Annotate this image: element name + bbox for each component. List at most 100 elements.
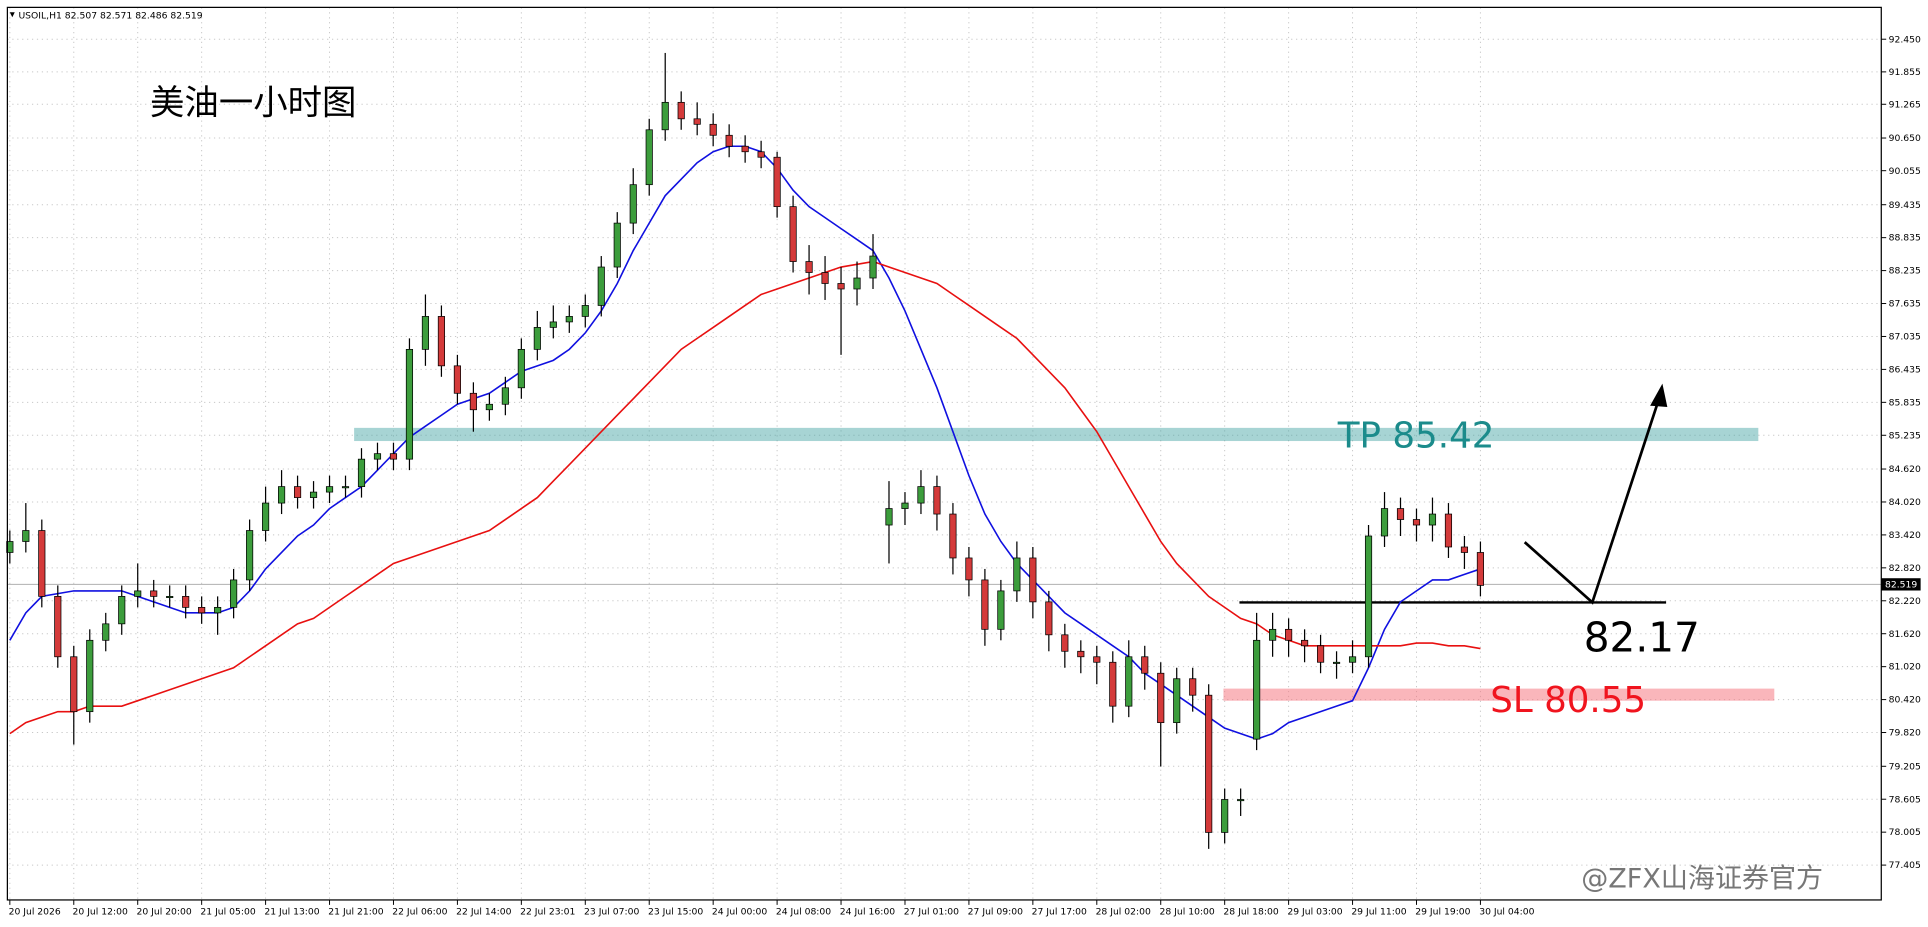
x-tick-label: 22 Jul 14:00 bbox=[456, 907, 511, 918]
x-tick-label: 20 Jul 12:00 bbox=[73, 907, 128, 918]
y-tick-label: 78.005 bbox=[1889, 827, 1921, 838]
candle-body bbox=[853, 277, 861, 290]
candle-body bbox=[1205, 694, 1213, 833]
x-tick-label: 28 Jul 18:00 bbox=[1223, 907, 1278, 918]
candle-body bbox=[293, 486, 302, 498]
y-tick-label: 87.635 bbox=[1889, 299, 1921, 310]
candle-body bbox=[1141, 656, 1149, 674]
x-tick-label: 23 Jul 07:00 bbox=[584, 907, 639, 918]
x-tick-label: 23 Jul 15:00 bbox=[648, 907, 703, 918]
candle-body bbox=[182, 596, 190, 608]
candle-body bbox=[278, 486, 286, 504]
candle-body bbox=[581, 305, 589, 317]
candle-body bbox=[421, 316, 430, 350]
axes: 92.450 91.855 91.265 90.650 90.055 89.435 88.8… bbox=[9, 34, 1921, 917]
candle-body bbox=[501, 387, 509, 405]
candle-body bbox=[533, 327, 541, 350]
candle-body bbox=[6, 541, 14, 553]
zones bbox=[7, 427, 1882, 701]
candle-body bbox=[1045, 601, 1053, 636]
header-arrow bbox=[9, 12, 15, 18]
candle-body bbox=[997, 590, 1005, 630]
y-tick-label: 88.235 bbox=[1889, 266, 1921, 277]
x-tick-label: 21 Jul 21:00 bbox=[328, 907, 383, 918]
candle-body bbox=[1396, 508, 1405, 520]
last-price-label: 82.519 bbox=[1885, 580, 1917, 591]
x-tick-label: 27 Jul 17:00 bbox=[1032, 907, 1087, 918]
candle-body bbox=[70, 656, 78, 713]
candle-body bbox=[1348, 656, 1357, 663]
candle-body bbox=[1173, 678, 1181, 724]
candle-body bbox=[565, 316, 573, 323]
candle-body bbox=[86, 639, 94, 713]
candle-body bbox=[325, 486, 334, 493]
candle-body bbox=[1333, 661, 1341, 664]
candle-body bbox=[677, 101, 685, 120]
candle-body bbox=[1093, 656, 1101, 663]
candle-body bbox=[965, 557, 973, 581]
plot-frame bbox=[6, 6, 1882, 901]
candle-body bbox=[773, 156, 781, 208]
candle-body bbox=[901, 502, 909, 509]
candle-body bbox=[166, 596, 174, 598]
candle-body bbox=[437, 316, 445, 367]
candle-body bbox=[118, 596, 126, 625]
y-tick-label: 78.605 bbox=[1889, 794, 1921, 805]
candle-body bbox=[485, 403, 493, 411]
x-tick-label: 22 Jul 23:01 bbox=[520, 907, 575, 918]
candle-body bbox=[645, 129, 653, 186]
candle-body bbox=[1221, 799, 1229, 833]
y-tick-label: 79.205 bbox=[1889, 761, 1921, 772]
candle-body bbox=[549, 321, 557, 328]
candle-body bbox=[917, 486, 925, 504]
candle-body bbox=[1412, 519, 1421, 526]
candle-body bbox=[1013, 557, 1021, 592]
candle-body bbox=[885, 508, 893, 526]
candle-body bbox=[1460, 546, 1469, 553]
candle-body bbox=[102, 623, 110, 641]
candle-body bbox=[1109, 661, 1117, 707]
y-tick-label: 81.020 bbox=[1889, 662, 1921, 673]
candle-body bbox=[309, 491, 318, 498]
sl-label: SL 80.55 bbox=[1490, 680, 1646, 721]
x-tick-label: 20 Jul 20:00 bbox=[136, 907, 191, 918]
x-tick-label: 20 Jul 2026 bbox=[9, 907, 61, 918]
candle-body bbox=[262, 502, 270, 531]
candle-body bbox=[134, 590, 142, 597]
candle-body bbox=[214, 606, 222, 614]
y-tick-label: 88.835 bbox=[1889, 233, 1921, 244]
y-tick-label: 80.420 bbox=[1889, 695, 1921, 706]
y-tick-label: 84.620 bbox=[1889, 464, 1921, 475]
x-tick-label: 29 Jul 03:00 bbox=[1287, 907, 1342, 918]
candle-body bbox=[1428, 513, 1437, 526]
y-tick-label: 85.235 bbox=[1889, 430, 1921, 441]
candle-body bbox=[1317, 645, 1325, 663]
candle-body bbox=[741, 145, 749, 153]
y-tick-label: 90.055 bbox=[1889, 166, 1921, 177]
x-tick-label: 24 Jul 08:00 bbox=[776, 907, 831, 918]
candle-body bbox=[629, 184, 637, 224]
candle-body bbox=[389, 453, 398, 460]
candle-body bbox=[789, 206, 797, 262]
x-tick-label: 24 Jul 16:00 bbox=[840, 907, 895, 918]
support-label: 82.17 bbox=[1584, 614, 1700, 662]
candle-body bbox=[357, 458, 366, 487]
candle-body bbox=[805, 261, 813, 273]
x-tick-label: 29 Jul 19:00 bbox=[1415, 907, 1470, 918]
candle-body bbox=[821, 272, 829, 284]
candle-body bbox=[981, 579, 989, 630]
candle-body bbox=[725, 134, 733, 147]
candle-body bbox=[757, 151, 765, 158]
candle-body bbox=[933, 486, 941, 515]
candle-body bbox=[54, 596, 62, 658]
candle-body bbox=[1269, 628, 1277, 641]
candle-body bbox=[1476, 552, 1484, 586]
y-tick-label: 84.020 bbox=[1889, 497, 1921, 508]
candle-body bbox=[517, 348, 525, 389]
candle-body bbox=[1029, 557, 1037, 603]
last-price-box bbox=[1881, 578, 1921, 591]
candle-body bbox=[1253, 639, 1261, 740]
y-tick-label: 87.035 bbox=[1889, 332, 1921, 343]
